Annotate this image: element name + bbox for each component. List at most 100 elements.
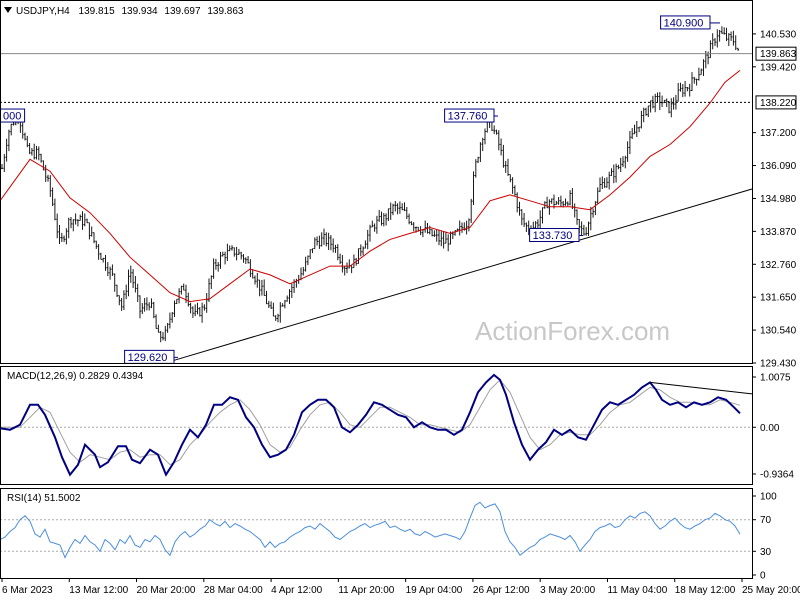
ohlc-bar (569, 190, 572, 206)
ohlc-bar (120, 297, 123, 311)
ohlc-bar (523, 212, 526, 227)
ohlc-bar (320, 232, 323, 247)
ohlc-bar (125, 284, 128, 300)
callout-label: 137.760 (448, 111, 488, 123)
ohlc-bar (638, 126, 641, 133)
ohlc-bar (444, 231, 447, 244)
price-callout: 140.900 (660, 15, 720, 30)
ohlc-bar (318, 235, 321, 249)
x-tick-label: 11 Apr 20:00 (338, 585, 394, 596)
ohlc-bar (53, 198, 56, 221)
price-y-tick-label: 136.090 (760, 161, 797, 172)
ohlc-bar (438, 230, 440, 246)
ohlc-bar (605, 177, 608, 188)
ohlc-bar (95, 240, 98, 249)
ohlc-bar (311, 248, 314, 254)
macd-divergence-line (649, 381, 753, 395)
ohlc-bar (272, 302, 275, 317)
ohlc-bar (40, 153, 43, 163)
low-value: 139.697 (164, 6, 201, 17)
ohlc-bar (645, 107, 647, 116)
ohlc-bar (182, 283, 185, 291)
ohlc-bar (398, 201, 401, 214)
ohlc-bar (210, 275, 213, 290)
ohlc-bar (587, 221, 590, 236)
ohlc-bar (405, 207, 408, 220)
price-callout: 129.620 (124, 349, 178, 364)
ohlc-bar (589, 206, 592, 231)
ohlc-bar (187, 292, 190, 307)
ohlc-bar (7, 129, 10, 152)
ohlc-bar (626, 141, 629, 162)
ohlc-bar (70, 216, 72, 229)
ohlc-bar (362, 246, 365, 256)
high-value: 139.934 (121, 6, 158, 17)
x-tick-label: 26 Apr 12:00 (473, 585, 530, 596)
x-tick-label: 18 May 12:00 (675, 585, 736, 596)
ohlc-bar (375, 215, 378, 234)
ohlc-bar (435, 229, 438, 242)
ohlc-bar (127, 269, 130, 297)
ohlc-bar (649, 100, 652, 113)
ohlc-bar (83, 213, 86, 227)
ohlc-bar (633, 124, 636, 135)
ohlc-bar (576, 209, 578, 225)
ohlc-bar (550, 198, 553, 204)
ohlc-bar (152, 301, 155, 319)
ohlc-bar (30, 147, 33, 156)
ohlc-bar (672, 97, 675, 110)
moving-average-line (0, 70, 741, 303)
ohlc-bar (235, 246, 238, 261)
ohlc-bar (516, 192, 519, 213)
macd-panel: 1.0075 0.00 -0.9364 MACD(12,26,9) 0.2829 0… (0, 371, 794, 481)
ohlc-bar (217, 262, 220, 272)
ohlc-bar (730, 31, 733, 41)
ohlc-bar (509, 174, 512, 183)
ohlc-bar (364, 240, 367, 249)
ohlc-bar (139, 295, 141, 319)
ohlc-bar (665, 98, 668, 108)
ohlc-bar (306, 255, 309, 266)
ohlc-bar (178, 288, 181, 304)
close-value: 139.863 (207, 6, 244, 17)
ohlc-bar (162, 331, 164, 341)
x-tick-label: 20 Mar 20:00 (137, 585, 196, 596)
ohlc-bar (256, 272, 259, 288)
ohlc-bar (1, 164, 3, 170)
ohlc-bar (511, 177, 514, 194)
ohlc-bar (382, 213, 385, 227)
ohlc-bar (60, 232, 63, 243)
ohlc-bar (654, 93, 657, 113)
rsi-y-tick-label: 70 (760, 515, 772, 526)
ohlc-bar (681, 84, 684, 98)
ohlc-bar (313, 237, 316, 250)
ohlc-bar (141, 303, 144, 315)
ohlc-bar (33, 143, 36, 160)
ohlc-bar (157, 324, 160, 333)
ohlc-bar (684, 81, 687, 97)
ohlc-bar (564, 198, 567, 206)
ohlc-bar (76, 219, 79, 227)
ohlc-bar (454, 230, 457, 236)
ohlc-bar (624, 155, 627, 169)
price-y-tick-label: 132.760 (760, 260, 797, 271)
ohlc-bar (612, 164, 615, 184)
ohlc-bar (274, 315, 277, 321)
ohlc-bar (461, 222, 463, 233)
price-y-ticks: 140.530 139.420 137.200 136.090 134.980 133.8… (752, 29, 797, 370)
ohlc-bar (118, 295, 121, 306)
x-tick-label: 28 Mar 04:00 (204, 585, 263, 596)
ohlc-bar (559, 195, 562, 207)
ohlc-bar (265, 290, 268, 305)
price-candles (1, 26, 739, 343)
ohlc-bar (403, 202, 406, 212)
ohlc-bar (431, 229, 434, 237)
ohlc-bar (72, 219, 75, 232)
ohlc-bar (74, 213, 77, 225)
ohlc-bar (610, 168, 613, 176)
ohlc-bar (93, 232, 95, 244)
ohlc-bar (714, 38, 716, 47)
ohlc-bar (173, 300, 176, 318)
ohlc-bar (557, 197, 560, 205)
ohlc-bar (136, 283, 139, 303)
